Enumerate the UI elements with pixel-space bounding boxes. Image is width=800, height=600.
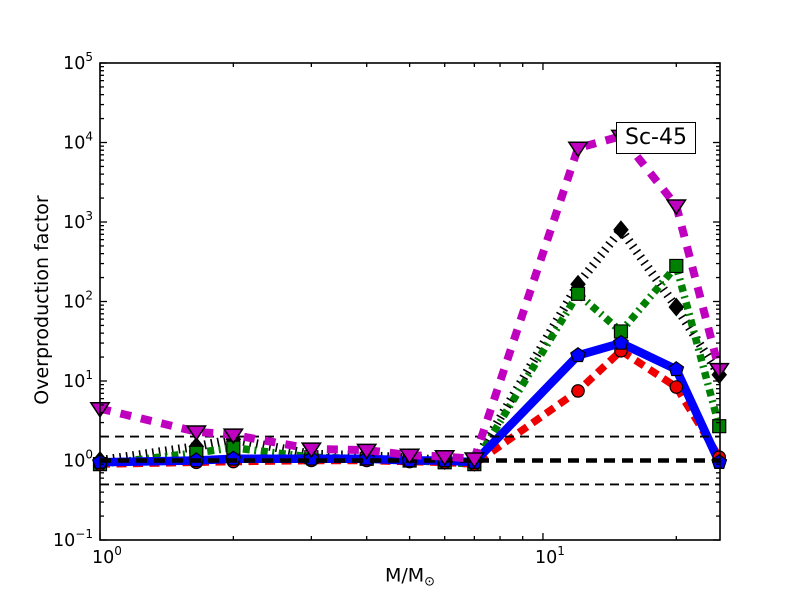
y-tick-label: 103 — [63, 209, 93, 233]
marker-triangle-down — [300, 442, 322, 459]
marker-triangle-down — [222, 428, 244, 445]
marker-diamond — [668, 297, 685, 317]
marker-square — [570, 286, 586, 301]
axis-ticks — [99, 62, 720, 541]
sun-symbol: ⊙ — [424, 574, 436, 590]
marker-square — [669, 258, 684, 274]
marker-square — [226, 440, 241, 455]
x-tick-label: 101 — [535, 544, 565, 568]
marker-circle — [571, 384, 585, 398]
x-axis-label-main: M/M — [384, 564, 425, 587]
marker-triangle-down — [463, 452, 485, 469]
y-tick-label: 10−1 — [53, 527, 93, 551]
y-tick-label: 101 — [63, 368, 93, 392]
marker-square — [613, 324, 629, 339]
x-tick-label: 100 — [92, 544, 122, 568]
marker-pentagon — [570, 347, 587, 363]
marker-diamond — [613, 220, 629, 240]
marker-triangle-down — [185, 425, 207, 442]
x-axis-label: M/M⊙ — [385, 565, 435, 590]
marker-triangle-down — [399, 448, 421, 465]
marker-pentagon — [668, 361, 685, 377]
marker-circle — [669, 380, 684, 394]
y-tick-label: 104 — [63, 130, 93, 154]
annotation-box: Sc-45 — [616, 122, 696, 154]
marker-triangle-down — [567, 141, 589, 158]
y-axis-label: Overproduction factor — [31, 195, 53, 405]
marker-triangle-down — [356, 443, 378, 460]
y-tick-label: 105 — [63, 50, 93, 74]
marker-triangle-down — [434, 450, 456, 467]
marker-triangle-down — [665, 199, 687, 216]
y-tick-label: 102 — [63, 289, 93, 313]
y-tick-label: 100 — [63, 448, 93, 472]
marker-pentagon — [612, 334, 629, 350]
